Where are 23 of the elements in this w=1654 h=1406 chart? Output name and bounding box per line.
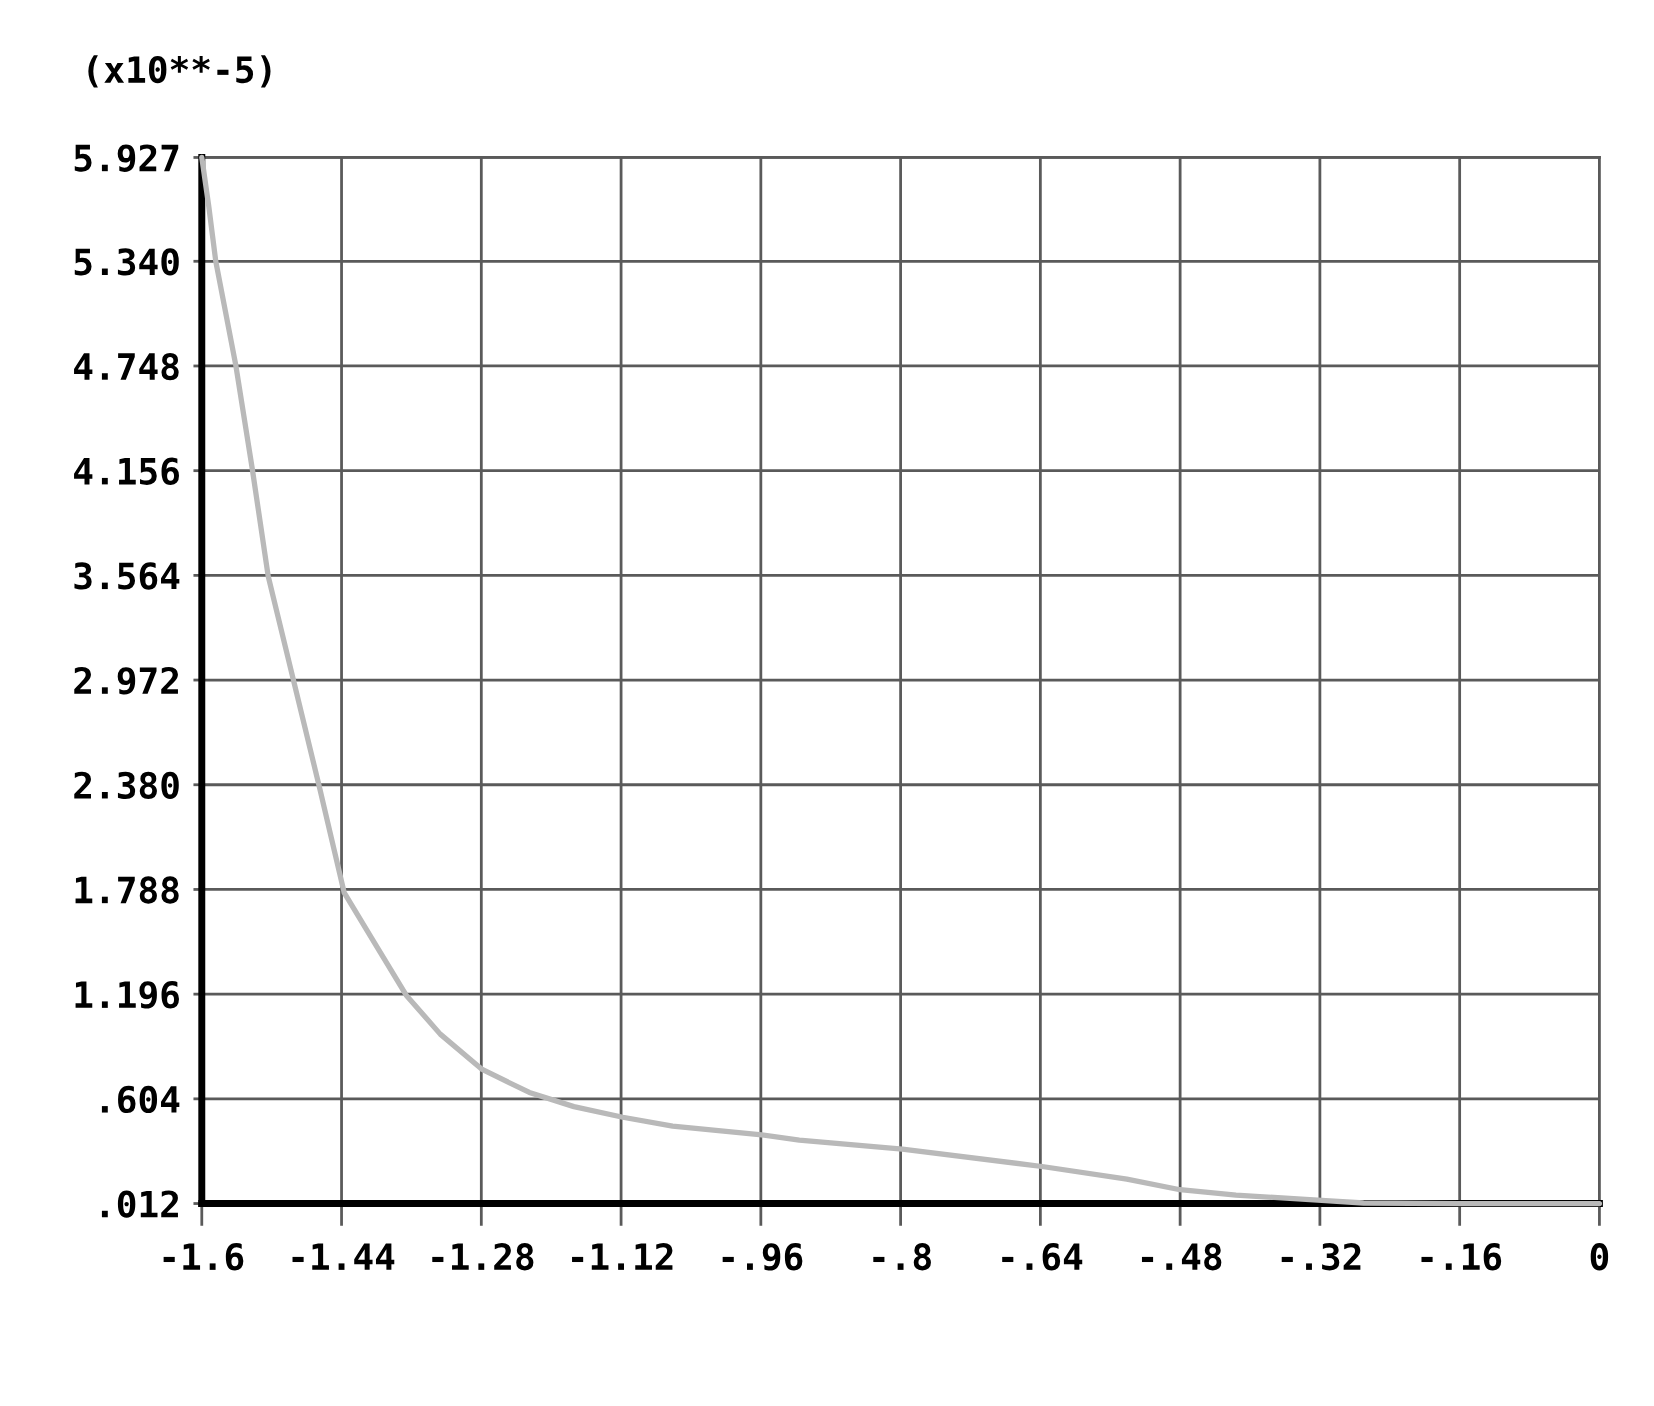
y-tick-label: 4.748: [74, 352, 179, 381]
x-tick-label: -1.28: [432, 1243, 534, 1271]
x-tick-label: -.64: [1002, 1243, 1083, 1271]
y-tick-label: 3.564: [74, 562, 180, 590]
y-tick-label: 2.380: [74, 771, 179, 799]
x-tick-label: -.96: [722, 1243, 803, 1271]
x-tick-label: -.32: [1281, 1243, 1361, 1271]
x-tick-label: -.48: [1141, 1243, 1222, 1271]
y-tick-label: 1.788: [75, 876, 179, 904]
x-tick-label: -1.6: [163, 1243, 244, 1271]
x-tick-label: -.16: [1421, 1243, 1502, 1271]
y-tick-label: .604: [101, 1085, 180, 1114]
y-tick-label: 5.340: [74, 248, 179, 276]
y-tick-label: 5.927: [74, 144, 179, 172]
y-axis-title: (x10**-5): [88, 55, 271, 88]
y-tick-label: 4.156: [74, 457, 179, 485]
x-tick-label: -1.44: [292, 1243, 395, 1270]
y-tick-label: 2.972: [74, 666, 178, 695]
x-tick-label: -.8: [873, 1243, 931, 1271]
y-tick-label: 1.196: [75, 981, 179, 1009]
y-tick-label: .012: [101, 1190, 178, 1218]
x-tick-label: -1.12: [572, 1243, 673, 1270]
x-tick-label: 0: [1590, 1243, 1609, 1271]
